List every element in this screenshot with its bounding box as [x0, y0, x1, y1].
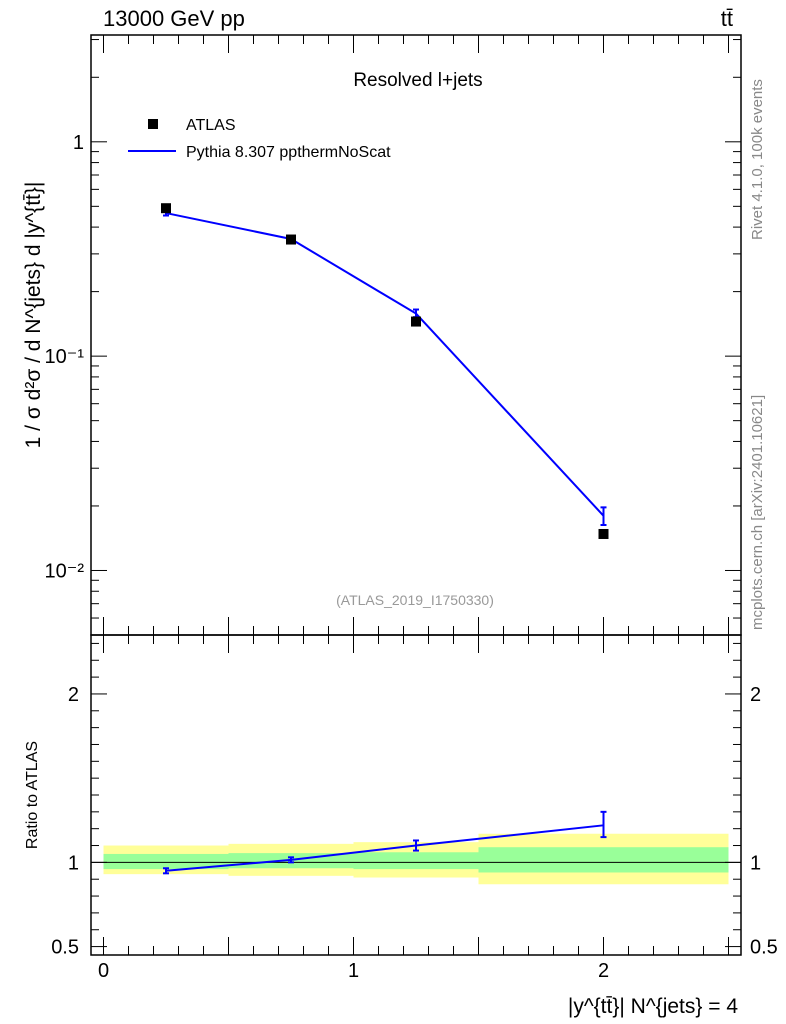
main-marks	[161, 203, 609, 539]
ratio-frame	[90, 634, 742, 956]
ratio-ticks	[91, 635, 741, 955]
main-panel: 1 10⁻¹ 10⁻² Resolved l+jets (ATLAS_2019_I1…	[22, 34, 742, 636]
x-axis-label: |y^{tt̄}| N^{jets} = 4	[568, 995, 738, 1018]
ratio-bands	[103, 833, 729, 885]
legend: ATLAS Pythia 8.307 ppthermNoScat	[128, 117, 391, 161]
ratio-band-inner	[103, 853, 229, 870]
header-left-label: 13000 GeV pp	[103, 6, 245, 31]
pythia-line	[165, 212, 605, 517]
legend-atlas-label: ATLAS	[186, 117, 236, 134]
atlas-data-point	[598, 528, 609, 539]
ratio-xtick-labels: 0 1 2	[98, 960, 609, 982]
ratio-panel: 0.5 0.5 1 1 2 2 0 1 2 Ratio to ATLAS |y^{tt̄}| …	[24, 634, 778, 1018]
ratio-ytick-label-right: 0.5	[750, 937, 778, 959]
main-ytick-labels: 1 10⁻¹ 10⁻²	[45, 132, 85, 583]
legend-atlas-marker	[148, 119, 158, 129]
xtick-label: 2	[598, 960, 609, 982]
main-ytick-label: 10⁻¹	[45, 346, 85, 368]
xtick-label: 0	[98, 960, 109, 982]
ratio-band-inner	[353, 852, 479, 870]
xtick-label: 1	[348, 960, 359, 982]
ratio-band-inner	[478, 847, 729, 873]
main-ticks	[91, 35, 741, 636]
ratio-ytick-label-left: 2	[68, 684, 79, 706]
atlas-data-point	[411, 316, 421, 327]
legend-pythia-label: Pythia 8.307 ppthermNoScat	[186, 144, 391, 161]
main-ytick-label: 10⁻²	[45, 560, 85, 582]
atlas-data-point	[161, 203, 171, 214]
ratio-pythia-line	[165, 824, 604, 872]
atlas-data-point	[286, 234, 296, 245]
analysis-watermark: (ATLAS_2019_I1750330)	[336, 592, 494, 608]
main-y-axis-label: 1 / σ d²σ / d N^{jets} d |y^{tt̄}|	[22, 182, 45, 449]
main-ytick-label: 1	[73, 132, 84, 154]
header-right-label: tt̄	[721, 6, 733, 31]
chart-title: Resolved l+jets	[353, 70, 482, 91]
rivet-version-label: Rivet 4.1.0, 100k events	[749, 79, 766, 240]
source-label: mcplots.cern.ch [arXiv:2401.10621]	[749, 395, 766, 630]
ratio-ytick-label-right: 1	[750, 852, 761, 874]
ratio-ytick-labels: 0.5 0.5 1 1 2 2	[51, 684, 778, 959]
ratio-y-axis-label: Ratio to ATLAS	[24, 741, 41, 849]
ratio-ytick-label-left: 0.5	[51, 937, 79, 959]
ratio-marks	[163, 810, 607, 875]
ratio-ytick-label-right: 2	[750, 684, 761, 706]
ratio-ytick-label-left: 1	[68, 852, 79, 874]
